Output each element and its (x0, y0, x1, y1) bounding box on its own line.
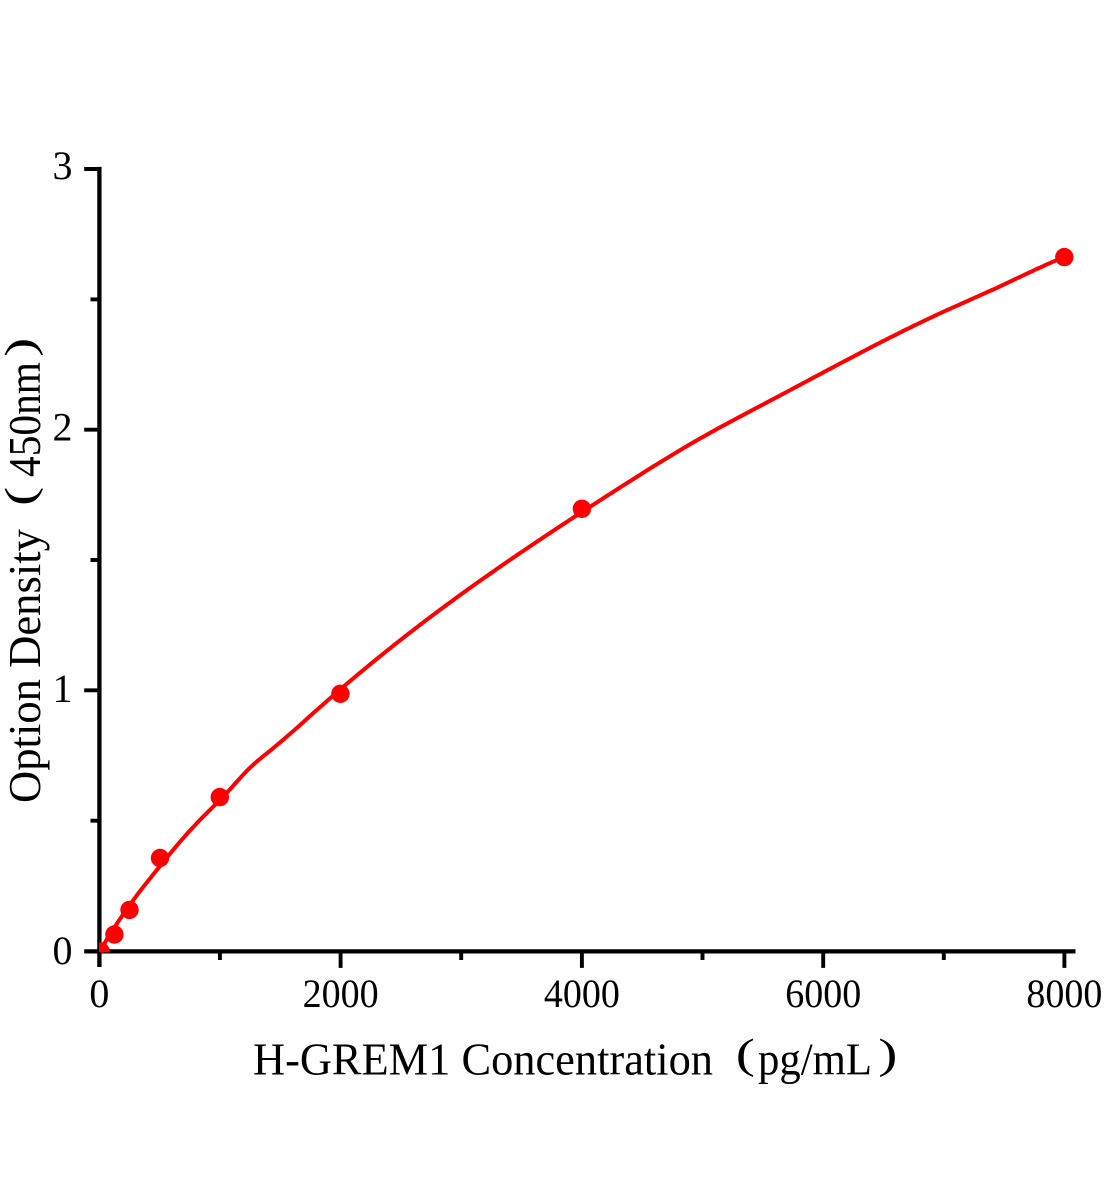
svg-text:H-GREM1 Concentration: H-GREM1 Concentration (253, 1034, 713, 1085)
svg-text:4000: 4000 (544, 971, 620, 1016)
svg-text:3: 3 (53, 143, 73, 188)
svg-text:): ) (878, 1030, 897, 1077)
svg-text:0: 0 (53, 928, 73, 973)
svg-text:1: 1 (53, 666, 73, 711)
svg-text:0: 0 (89, 971, 109, 1016)
svg-text:2000: 2000 (303, 971, 379, 1016)
svg-text:(: ( (736, 1030, 755, 1077)
svg-text:450nm: 450nm (0, 362, 50, 477)
svg-text:8000: 8000 (1026, 971, 1102, 1016)
svg-text:2: 2 (53, 405, 73, 450)
svg-text:Option Density: Option Density (0, 529, 50, 803)
svg-text:6000: 6000 (785, 971, 861, 1016)
svg-text:(: ( (0, 487, 43, 506)
svg-text:pg/mL: pg/mL (758, 1034, 872, 1085)
svg-text:): ) (0, 338, 43, 357)
